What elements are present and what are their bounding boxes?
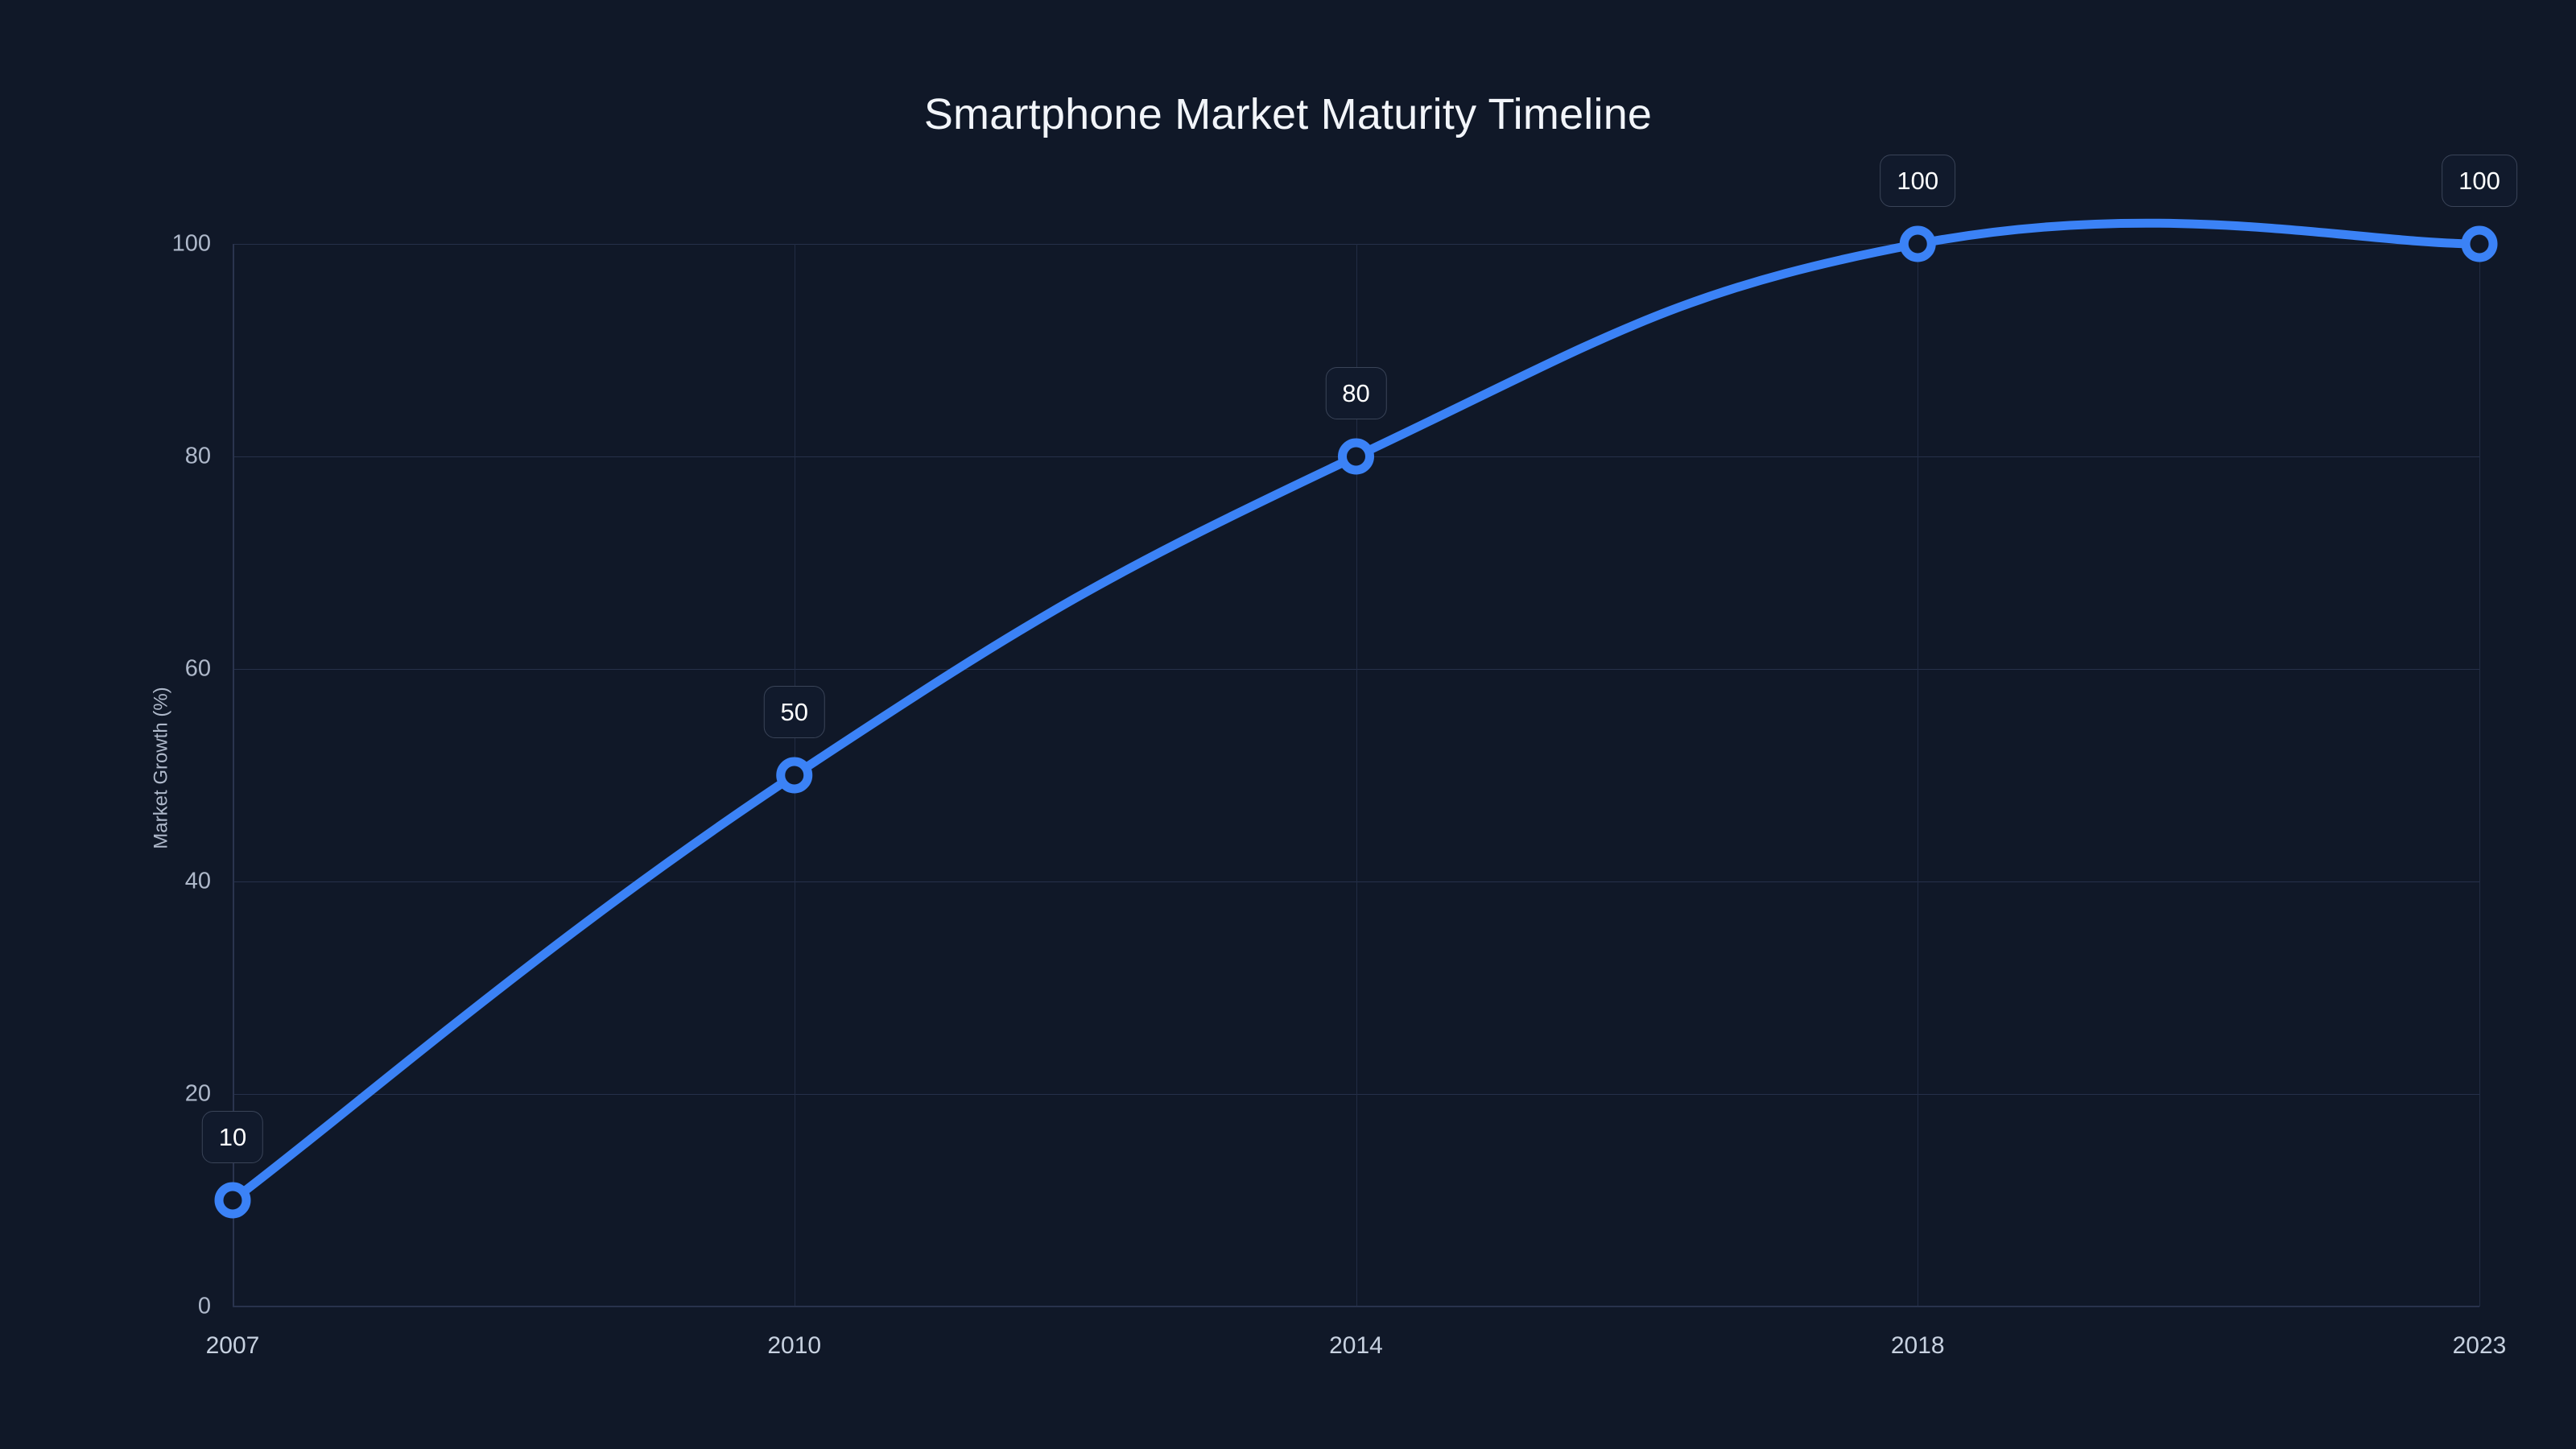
y-axis-tick-label: 20	[184, 1080, 211, 1107]
y-axis-title: Market Growth (%)	[150, 687, 172, 849]
y-axis-tick-label: 80	[184, 443, 211, 469]
data-point-value-label: 50	[763, 686, 825, 738]
x-axis-tick-label: 2010	[767, 1332, 822, 1359]
y-axis-tick-label: 100	[171, 230, 211, 257]
y-axis-tick-label: 0	[197, 1293, 211, 1319]
y-axis-tick-label: 60	[184, 655, 211, 682]
data-point-value-label: 80	[1325, 367, 1387, 419]
data-point-value-label: 100	[1880, 155, 1956, 207]
y-axis-tick-label: 40	[184, 868, 211, 894]
x-axis-tick-label: 2007	[205, 1332, 260, 1359]
x-axis-line	[233, 1306, 2479, 1307]
chart-title: Smartphone Market Maturity Timeline	[923, 90, 1653, 138]
x-axis-tick-label: 2018	[1890, 1332, 1945, 1359]
x-axis-tick-label: 2014	[1329, 1332, 1383, 1359]
data-point-value-label: 10	[201, 1111, 264, 1163]
gridline-vertical	[2479, 244, 2480, 1307]
data-point-value-label: 100	[2442, 155, 2517, 207]
x-axis-tick-label: 2023	[2452, 1332, 2507, 1359]
